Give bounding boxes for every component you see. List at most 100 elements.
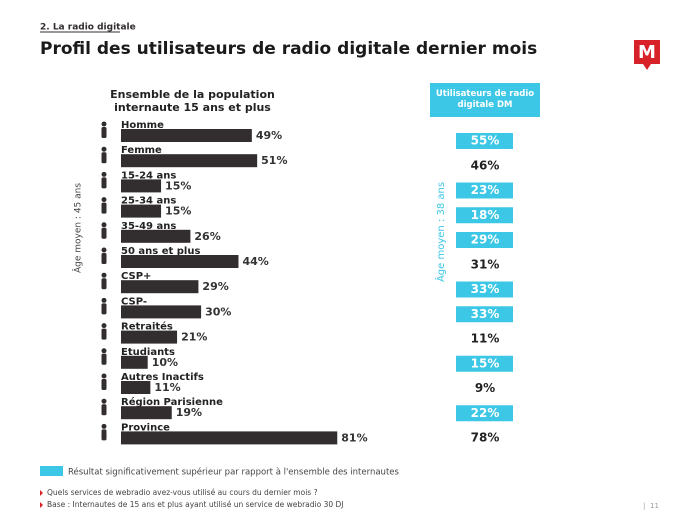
icon-head [101,348,107,354]
icon-head [101,222,107,228]
value-label: 44% [242,255,268,268]
bar [121,280,199,294]
dm-value-label: 55% [471,134,500,148]
icon-head [101,197,107,203]
bar [121,204,162,218]
bar [121,229,191,243]
page-number: 11 [650,502,659,510]
icon-head [101,146,107,152]
value-label: 81% [341,431,367,444]
icon-body [101,253,107,264]
icon-body [101,353,107,365]
bar [121,355,148,369]
dm-header-box [430,83,540,117]
category-label: 25-34 ans [121,196,176,207]
dm-highlight [456,207,513,224]
dm-highlight [456,232,513,248]
icon-body [101,202,107,214]
dm-value-label: 78% [471,431,500,445]
value-label: 19% [176,406,202,419]
bar [121,330,178,344]
dm-highlight [456,306,513,323]
dm-value-label: 46% [471,158,500,172]
footnote: Base : Internautes de 15 ans et plus aya… [47,500,344,509]
icon-body [101,227,107,239]
value-label: 15% [165,179,191,192]
icon-body [101,328,107,340]
dm-value-label: 31% [471,257,500,271]
dm-value-label: 15% [471,356,500,370]
value-label: 15% [165,205,191,218]
age-note: Âge moyen : 45 ans [72,183,84,273]
bar [121,305,202,319]
icon-head [101,323,107,329]
legend-swatch [40,466,63,476]
dm-highlight [456,133,513,149]
dm-value-label: 33% [471,307,500,321]
dm-highlight [456,405,513,422]
dm-value-label: 22% [471,406,500,420]
value-label: 26% [194,230,220,243]
icon-head [101,121,107,127]
icon-body [101,404,107,416]
category-label: CSP+ [121,271,151,282]
dm-title: Utilisateurs de radio digitale DM [435,89,535,110]
icon-head [101,297,107,303]
section-label: 2. La radio digitale [40,23,136,33]
footnote-bullet [40,490,43,496]
category-label: Province [121,422,170,433]
bar [121,406,172,420]
category-label: 15-24 ans [121,170,176,181]
footnote: Quels services de webradio avez-vous uti… [47,488,318,497]
slide-title: Profil des utilisateurs de radio digital… [40,39,537,59]
icon-body [101,278,107,290]
logo-letter: M [638,42,656,63]
category-label: Région Parisienne [121,396,223,408]
bar [121,255,239,268]
dm-value-label: 11% [471,332,500,346]
value-label: 10% [152,356,178,369]
value-label: 29% [202,280,228,293]
value-label: 51% [261,154,287,167]
value-label: 30% [205,305,231,318]
icon-head [101,272,107,278]
dm-value-label: 29% [471,233,500,247]
dm-highlight [456,182,513,199]
category-label: 35-49 ans [121,221,176,232]
bar [121,154,258,168]
icon-body [101,429,107,441]
dm-value-label: 33% [471,282,500,296]
icon-head [101,398,107,404]
category-label: 50 ans et plus [121,246,200,257]
logo-box [634,40,660,64]
icon-head [101,247,107,253]
category-label: Autres Inactifs [121,372,204,383]
icon-body [101,303,107,315]
category-label: Femme [121,145,162,156]
dm-highlight [456,355,513,372]
dm-highlight [456,281,513,298]
bar [121,179,162,193]
dm-value-label: 18% [471,208,500,222]
category-label: Homme [121,120,164,131]
dm-value-label: 23% [471,183,500,197]
footnote-bullet [40,502,43,508]
icon-head [101,423,107,429]
value-label: 11% [154,381,180,394]
category-label: CSP- [121,296,147,307]
dm-age-note: Âge moyen : 38 ans [434,182,447,282]
category-label: Etudiants [121,347,175,358]
icon-head [101,171,107,177]
bar [121,381,151,394]
bar [121,431,338,445]
icon-body [101,127,107,138]
logo-tail [643,64,651,70]
value-label: 49% [256,129,282,142]
icon-head [101,373,107,379]
chart-title: Ensemble de la population internaute 15 … [110,88,275,114]
dm-value-label: 9% [475,381,495,395]
bar [121,129,252,142]
icon-body [101,152,107,164]
